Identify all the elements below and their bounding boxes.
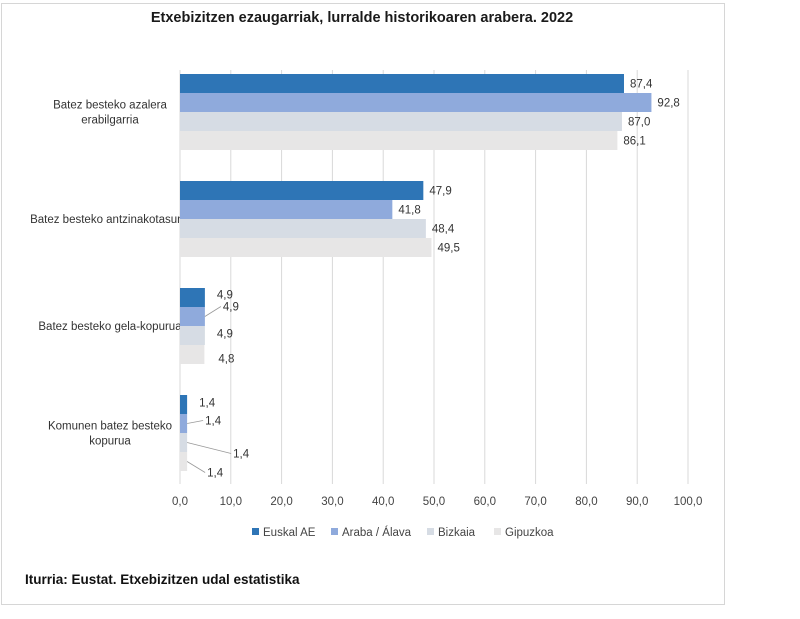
legend-label: Gipuzkoa	[505, 527, 554, 539]
data-label: 4,9	[223, 302, 239, 314]
leader-line	[186, 461, 206, 473]
x-tick-label: 40,0	[372, 496, 394, 508]
bar-bizkaia	[180, 326, 205, 345]
data-label: 87,0	[628, 117, 650, 129]
bar-euskal-ae	[180, 288, 205, 307]
data-label: 1,4	[207, 468, 224, 480]
leader-line	[187, 420, 204, 424]
bar-gipuzkoa	[180, 238, 432, 257]
data-label: 86,1	[623, 136, 645, 148]
x-tick-label: 80,0	[575, 496, 597, 508]
data-label: 1,4	[233, 449, 250, 461]
bar-euskal-ae	[180, 74, 624, 93]
legend-swatch	[252, 528, 259, 535]
data-label: 4,9	[217, 329, 233, 341]
data-label: 87,4	[630, 79, 653, 91]
bar-gipuzkoa	[180, 131, 618, 150]
bar-euskal-ae	[180, 181, 424, 200]
x-tick-label: 70,0	[524, 496, 546, 508]
category-label-line: Batez besteko azalera	[53, 100, 167, 112]
legend-label: Bizkaia	[438, 527, 476, 539]
bar-gipuzkoa	[180, 452, 188, 471]
category-label-line: Batez besteko gela-kopurua	[38, 321, 182, 333]
leader-line	[204, 306, 222, 317]
legend-swatch	[331, 528, 338, 535]
legend-swatch	[427, 528, 434, 535]
source-note: Iturria: Eustat. Etxebizitzen udal estat…	[25, 572, 300, 587]
bar-araba-lava	[180, 307, 205, 326]
legend-label: Euskal AE	[263, 527, 316, 539]
data-label: 49,5	[437, 243, 459, 255]
legend-label: Araba / Álava	[342, 526, 412, 539]
data-label: 48,4	[432, 224, 455, 236]
bar-gipuzkoa	[180, 345, 205, 364]
bar-euskal-ae	[180, 395, 188, 414]
bar-bizkaia	[180, 433, 188, 452]
x-tick-label: 90,0	[626, 496, 648, 508]
category-label: Batez besteko gela-kopurua	[38, 321, 182, 333]
data-label: 47,9	[429, 186, 451, 198]
x-tick-label: 60,0	[474, 496, 496, 508]
data-label: 4,8	[218, 354, 234, 366]
legend-swatch	[494, 528, 501, 535]
x-tick-label: 10,0	[220, 496, 242, 508]
bar-araba-lava	[180, 414, 188, 433]
chart-title: Etxebizitzen ezaugarriak, lurralde histo…	[150, 10, 574, 26]
data-label: 1,4	[199, 398, 216, 410]
bar-bizkaia	[180, 112, 622, 131]
category-label-line: Komunen batez besteko	[48, 421, 172, 433]
x-tick-label: 30,0	[321, 496, 343, 508]
bar-araba-lava	[180, 93, 652, 112]
bar-bizkaia	[180, 219, 426, 238]
x-tick-label: 50,0	[423, 496, 445, 508]
category-label-line: kopurua	[89, 436, 131, 448]
bar-araba-lava	[180, 200, 393, 219]
data-label: 92,8	[657, 98, 679, 110]
category-label-line: erabilgarria	[81, 115, 139, 127]
data-label: 4,9	[217, 290, 233, 302]
category-label: Batez besteko antzinakotasuna	[30, 214, 190, 226]
x-tick-label: 20,0	[270, 496, 292, 508]
leader-line	[187, 442, 232, 454]
x-tick-label: 0,0	[172, 496, 188, 508]
category-label: Komunen batez besteko kopurua	[48, 421, 172, 448]
data-label: 1,4	[205, 416, 222, 428]
category-label-line: Batez besteko antzinakotasuna	[30, 214, 190, 226]
category-label: Batez besteko azalera erabilgarria	[53, 100, 167, 127]
data-label: 41,8	[398, 205, 420, 217]
x-tick-label: 100,0	[674, 496, 703, 508]
